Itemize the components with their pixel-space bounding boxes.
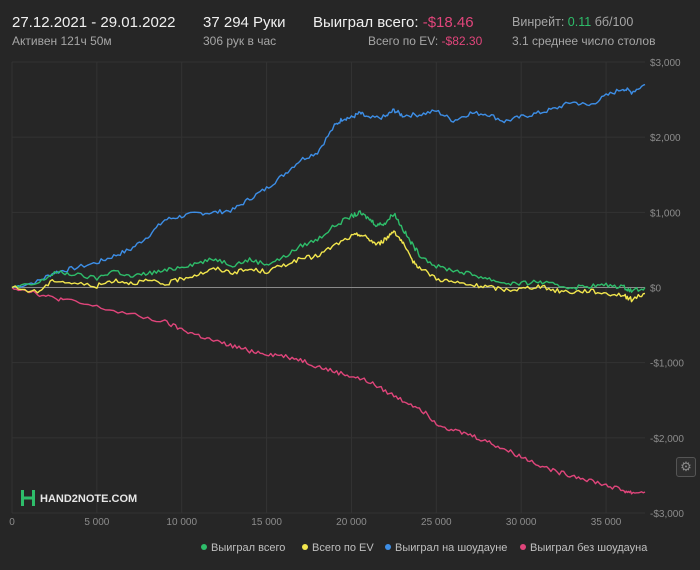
chart-grid [11,61,645,514]
legend-label-showdown: Выиграл на шоудауне [395,542,508,554]
chart-ticks: 0 5 000 10 000 15 000 20 000 25 000 30 000 35 0… [9,58,684,528]
winrate-unit: бб/100 [594,15,634,29]
won-total-label: Выиграл всего: [313,14,419,31]
x-tick-label: 30 000 [506,517,537,528]
y-tick-label: $2,000 [650,133,681,144]
legend-dot-non-showdown [520,544,526,550]
y-tick-label: -$1,000 [650,359,684,370]
legend-label-non-showdown: Выиграл без шоудауна [530,542,648,554]
x-tick-label: 0 [9,517,15,528]
y-tick-label: -$2,000 [650,434,684,445]
hand2note-logo-text: HAND2NOTE.COM [40,493,138,505]
line-ev-total [11,230,646,303]
x-tick-label: 10 000 [166,517,197,528]
ev-total-value: -$82.30 [441,34,483,48]
date-range: 27.12.2021 - 29.01.2022 [12,14,176,31]
winrate: Винрейт: 0.11 бб/100 [512,15,633,29]
ev-total-label: Всего по EV: [368,34,439,48]
hands-count: 37 294 Руки [203,14,286,31]
active-time: Активен 121ч 50м [12,34,112,48]
y-tick-label: -$3,000 [650,509,684,520]
legend-non-showdown[interactable]: Выиграл без шоудауна [520,542,647,554]
legend-dot-won-total [201,544,207,550]
legend-showdown[interactable]: Выиграл на шоудауне [385,542,507,554]
winrate-value: 0.11 [567,15,592,29]
line-won-total [11,210,646,293]
line-showdown [11,83,646,289]
legend-dot-showdown [385,544,391,550]
chart-lines [11,83,646,495]
y-tick-label: $3,000 [650,58,681,69]
ev-total: Всего по EV: -$82.30 [368,34,482,48]
line-non-showdown [11,286,646,495]
avg-tables: 3.1 среднее число столов [512,34,656,48]
y-tick-label: $0 [650,284,662,295]
y-tick-label: $1,000 [650,208,681,219]
hand2note-logo-icon [21,490,35,506]
x-tick-label: 35 000 [591,517,622,528]
hands-per-hour: 306 рук в час [203,34,277,48]
x-tick-label: 25 000 [421,517,452,528]
legend-label-won-total: Выиграл всего [211,542,286,554]
won-total: Выиграл всего: -$18.46 [313,14,474,31]
x-tick-label: 5 000 [84,517,109,528]
x-tick-label: 20 000 [336,517,367,528]
legend-ev-total[interactable]: Всего по EV [302,542,374,554]
legend-label-ev-total: Всего по EV [312,542,374,554]
won-total-value: -$18.46 [422,14,474,31]
winrate-label: Винрейт: [512,15,565,29]
settings-gear-icon[interactable]: ⚙ [676,457,696,477]
legend-won-total[interactable]: Выиграл всего [201,542,285,554]
x-tick-label: 15 000 [251,517,282,528]
hand2note-logo: HAND2NOTE.COM [20,489,137,507]
legend-dot-ev-total [302,544,308,550]
